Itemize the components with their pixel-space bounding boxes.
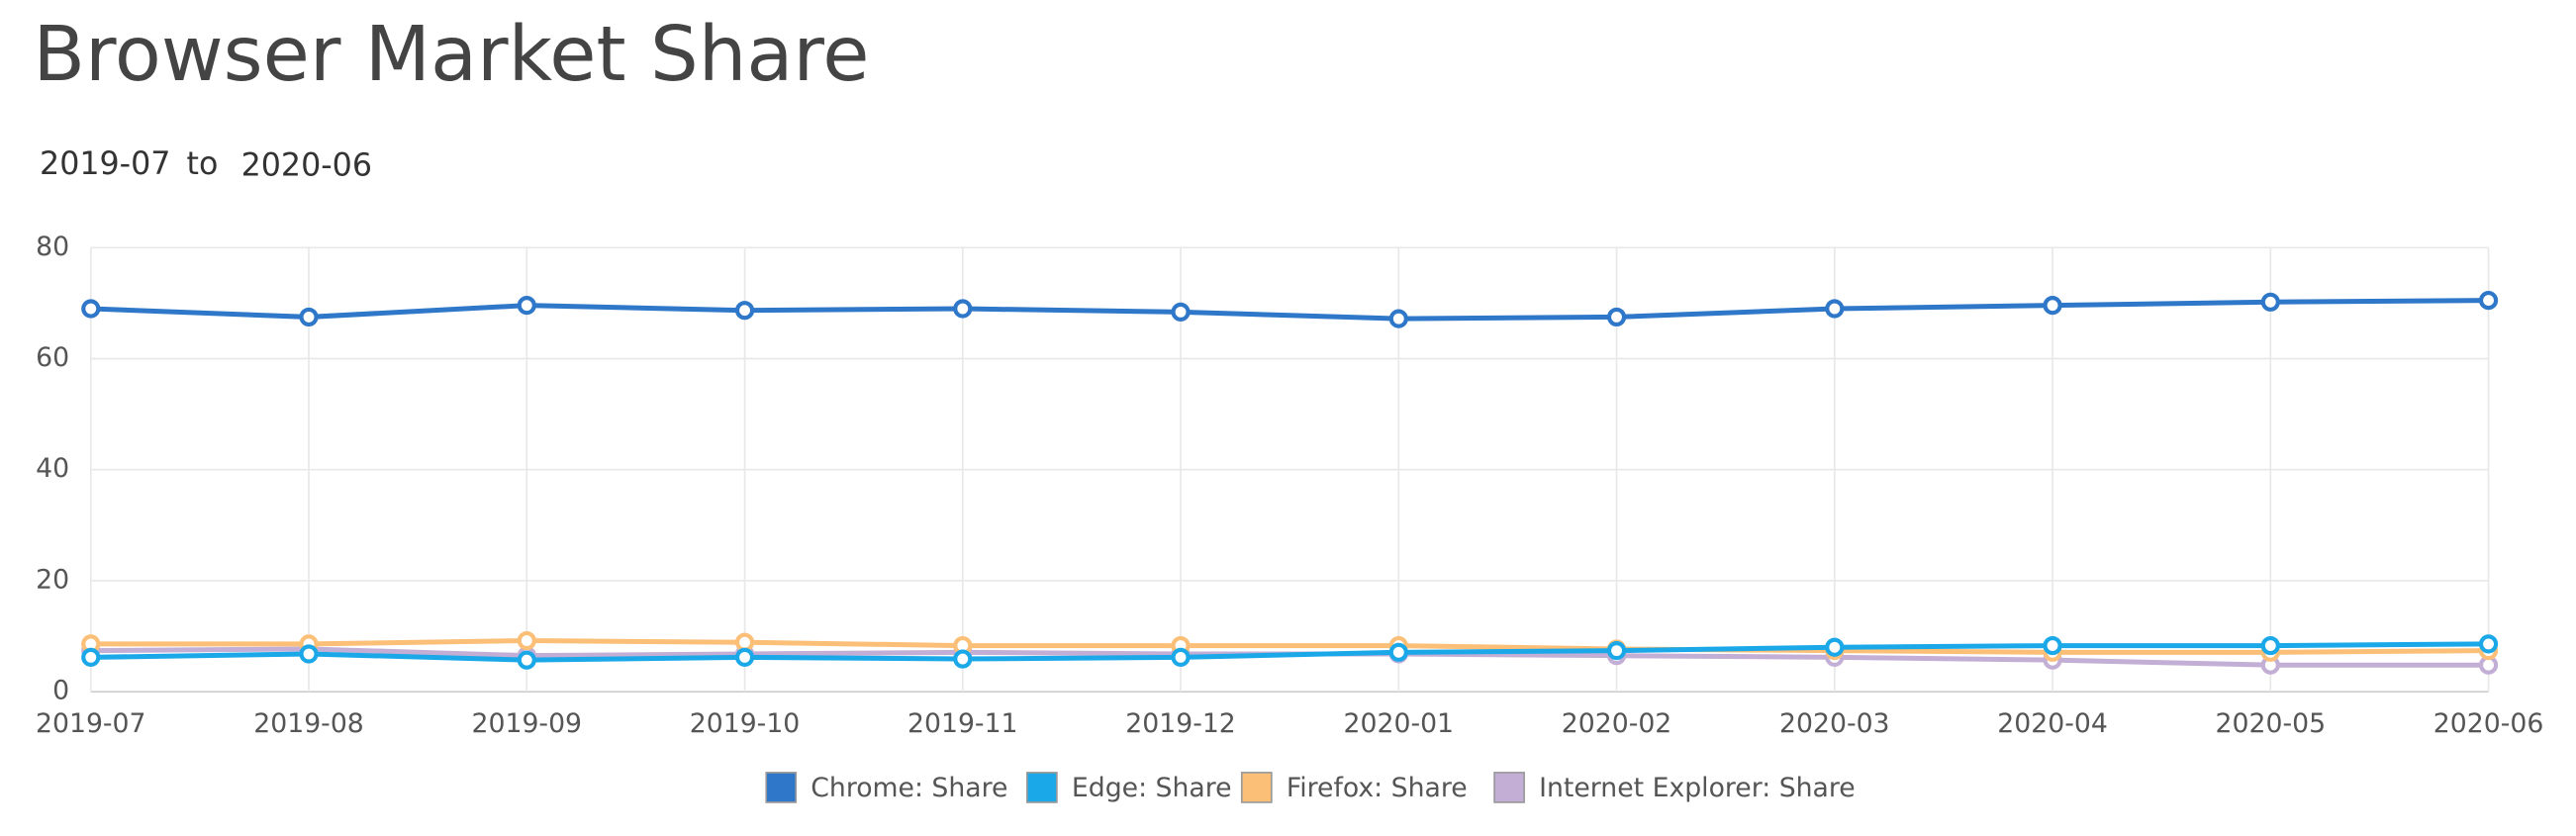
date-from: 2019-07 [40, 146, 170, 182]
legend-swatch[interactable] [1493, 772, 1525, 803]
series-line [90, 638, 2489, 655]
legend-label[interactable]: Edge: Share [1072, 773, 1232, 803]
point-marker [1606, 307, 1627, 327]
point-marker [299, 644, 319, 664]
point-marker [1388, 309, 1408, 328]
point-marker [517, 296, 536, 316]
point-marker [2478, 634, 2499, 654]
chart-title: Browser Market Share [33, 11, 869, 99]
point-marker [734, 632, 755, 652]
legend-swatch[interactable] [765, 772, 798, 803]
x-tick-label: 2020-05 [2216, 708, 2327, 739]
y-tick-label: 20 [36, 564, 69, 595]
y-tick-label: 80 [36, 232, 69, 262]
x-tick-label: 2020-06 [2433, 708, 2544, 739]
x-tick-label: 2020-03 [1779, 708, 1890, 739]
x-tick-label: 2019-11 [907, 708, 1018, 739]
y-tick-label: 60 [36, 342, 69, 373]
point-marker [953, 299, 973, 319]
point-marker [2260, 292, 2280, 312]
point-marker [2260, 635, 2280, 656]
point-marker [953, 649, 973, 669]
x-tick-label: 2019-10 [690, 708, 801, 739]
legend-label[interactable]: Chrome: Share [811, 773, 1007, 803]
point-marker [299, 307, 319, 327]
point-marker [1171, 647, 1191, 667]
point-marker [1606, 641, 1627, 661]
date-to: 2020-06 [241, 148, 372, 184]
x-tick-label: 2020-01 [1344, 708, 1455, 739]
point-marker [81, 299, 101, 319]
point-marker [2043, 635, 2062, 656]
x-tick-label: 2019-09 [472, 708, 583, 739]
legend-label[interactable]: Firefox: Share [1287, 773, 1468, 803]
point-marker [1825, 299, 1845, 319]
date-separator: to [187, 146, 219, 182]
point-marker [517, 630, 536, 651]
legend-swatch[interactable] [1240, 772, 1273, 803]
x-tick-label: 2019-08 [253, 708, 364, 739]
series-line [90, 641, 2489, 663]
point-marker [517, 650, 536, 670]
point-marker [1388, 642, 1408, 662]
legend-swatch[interactable] [1026, 772, 1058, 803]
point-marker [734, 301, 755, 321]
point-marker [1171, 302, 1191, 322]
point-marker [1825, 637, 1845, 657]
x-tick-label: 2019-12 [1125, 708, 1236, 739]
legend-label[interactable]: Internet Explorer: Share [1539, 773, 1856, 803]
x-tick-label: 2019-07 [36, 708, 146, 739]
series-line [90, 298, 2489, 322]
y-tick-label: 0 [52, 676, 69, 706]
point-marker [2478, 291, 2499, 311]
x-tick-label: 2020-04 [1997, 708, 2108, 739]
point-marker [2043, 296, 2062, 316]
point-marker [81, 647, 101, 667]
y-tick-label: 40 [36, 453, 69, 484]
point-marker [734, 647, 755, 667]
x-tick-label: 2020-02 [1562, 708, 1672, 739]
